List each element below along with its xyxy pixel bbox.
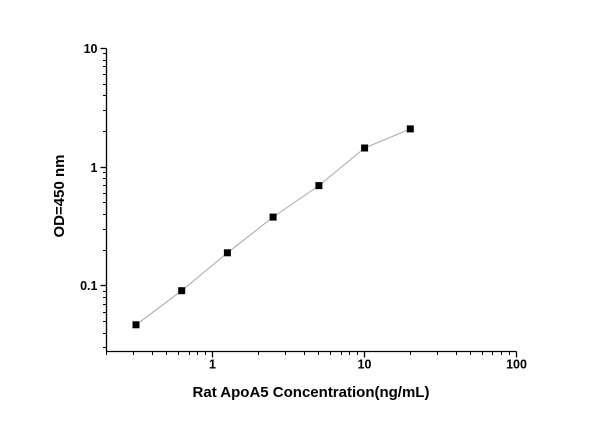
x-tick-label: 1	[209, 358, 216, 372]
y-tick-label: 1	[91, 161, 98, 175]
y-tick-label: 0.1	[80, 279, 97, 293]
data-point-marker	[315, 182, 323, 190]
data-point-marker	[178, 287, 186, 295]
curve-line	[135, 128, 411, 326]
y-axis-title: OD=450 nm	[51, 155, 68, 238]
x-tick-label: 100	[506, 358, 527, 372]
data-point-marker	[361, 144, 369, 152]
data-point-marker	[223, 249, 231, 257]
data-point-marker	[132, 321, 140, 329]
x-axis-title: Rat ApoA5 Concentration(ng/mL)	[193, 384, 430, 401]
plot-layer: 1 10 100 0.1 1 10	[80, 42, 527, 372]
data-point-marker	[269, 213, 277, 221]
data-point-marker	[406, 125, 414, 133]
y-tick-label: 10	[84, 42, 98, 56]
x-tick-label: 10	[358, 358, 372, 372]
